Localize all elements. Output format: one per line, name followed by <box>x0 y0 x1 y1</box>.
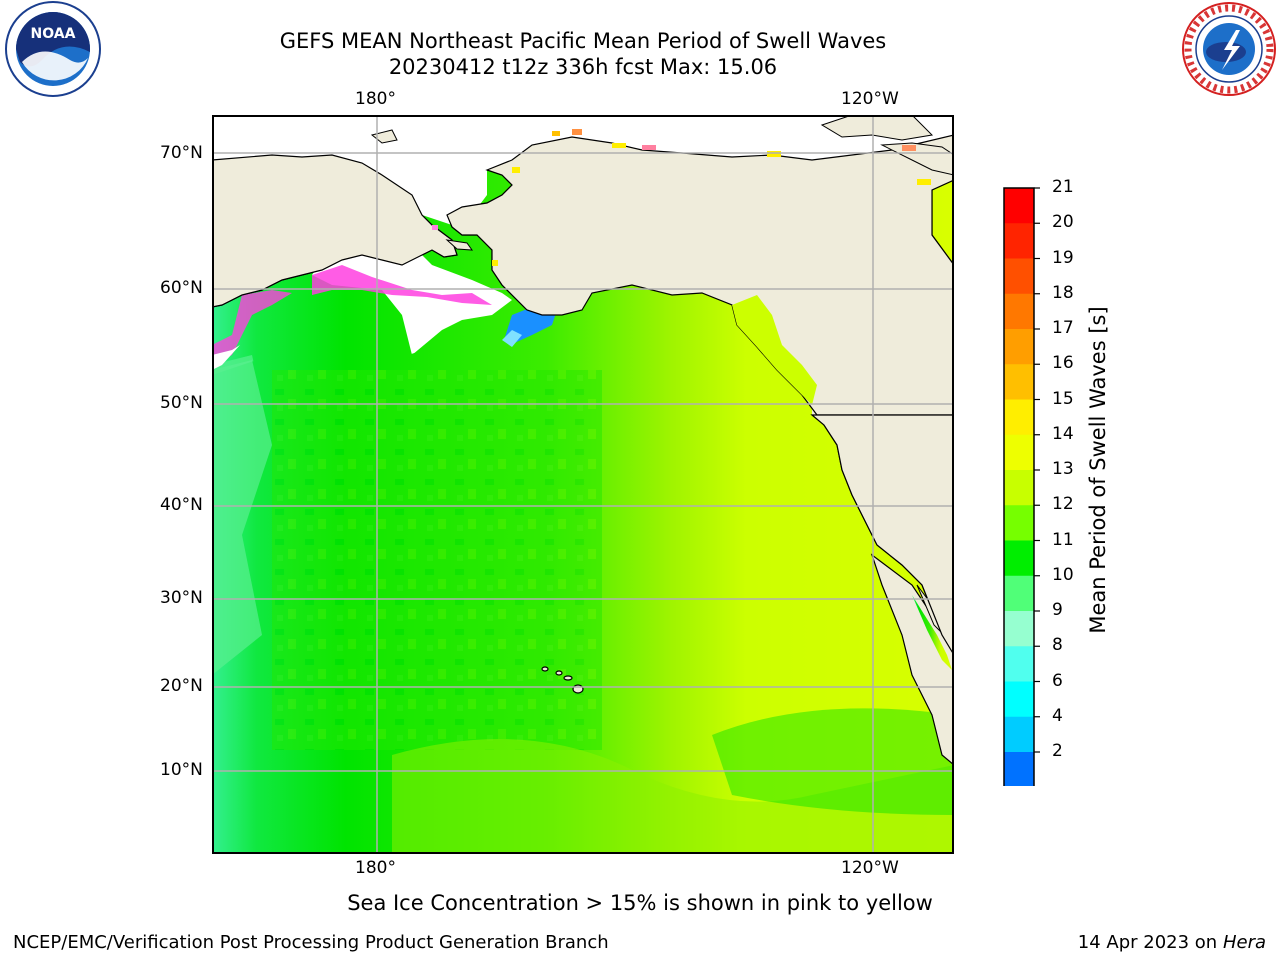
colorbar-segment <box>1004 470 1034 506</box>
colorbar-tick-label: 14 <box>1052 423 1074 444</box>
colorbar-segment <box>1004 540 1034 577</box>
colorbar-segment <box>1004 716 1034 753</box>
colorbar-segment <box>1004 752 1034 786</box>
colorbar-tick-label: 17 <box>1052 318 1074 338</box>
lon-tick-top-120w: 120°W <box>841 89 899 109</box>
gridlines <box>212 115 954 854</box>
colorbar-segment <box>1004 681 1034 718</box>
colorbar-tick-label: 12 <box>1052 494 1074 515</box>
colorbar-tick-label: 21 <box>1052 177 1074 197</box>
colorbar-tick-label: 16 <box>1052 353 1074 374</box>
colorbar-tick-label: 10 <box>1052 564 1074 585</box>
colorbar-segment <box>1004 364 1034 400</box>
colorbar-tick-label: 8 <box>1052 635 1063 656</box>
colorbar-frame <box>1003 187 1035 786</box>
colorbar-segment <box>1004 293 1034 330</box>
lon-tick-bottom-120w: 120°W <box>841 858 899 878</box>
lat-tick-10n: 10°N <box>160 760 203 780</box>
colorbar-segment <box>1004 258 1034 295</box>
sea-ice-edge <box>312 265 492 305</box>
colorbar-segment <box>1004 399 1034 436</box>
lat-tick-20n: 20°N <box>160 676 203 696</box>
footer-left: NCEP/EMC/Verification Post Processing Pr… <box>13 932 609 953</box>
colorbar-tick-label: 6 <box>1052 670 1063 691</box>
arctic-ocean <box>212 115 954 225</box>
lat-tick-30n: 30°N <box>160 588 203 608</box>
lat-tick-50n: 50°N <box>160 393 203 413</box>
colorbar-tick-label: 11 <box>1052 529 1074 550</box>
map-frame <box>212 115 954 854</box>
colorbar-segment <box>1004 505 1034 541</box>
colorbar-tick-label: 4 <box>1052 705 1063 726</box>
colorbar-segment <box>1004 646 1034 682</box>
colorbar-tick-label: 19 <box>1052 247 1074 268</box>
chart-title: GEFS MEAN Northeast Pacific Mean Period … <box>279 29 887 53</box>
colorbar <box>1003 187 1040 786</box>
chart-subtitle: 20230412 t12z 336h fcst Max: 15.06 <box>388 55 778 79</box>
colorbar-tick-label: 15 <box>1052 388 1074 409</box>
colorbar-tick-label: 9 <box>1052 600 1063 620</box>
colorbar-tick-label: 20 <box>1052 212 1074 233</box>
footer-machine: Hera <box>1222 932 1266 953</box>
footer-date: 14 Apr 2023 on <box>1077 932 1223 953</box>
colorbar-tick-label: 18 <box>1052 282 1074 303</box>
colorbar-tick-label: 13 <box>1052 459 1074 479</box>
colorbar-segment <box>1004 575 1034 612</box>
footer-right: 14 Apr 2023 on Hera <box>1078 932 1266 953</box>
nws-logo <box>1178 0 1280 100</box>
lat-tick-60n: 60°N <box>160 278 203 298</box>
colorbar-segment <box>1004 434 1034 471</box>
noaa-logo-text: NOAA <box>31 26 76 42</box>
lat-tick-70n: 70°N <box>160 143 203 163</box>
sea-ice-caption: Sea Ice Concentration > 15% is shown in … <box>347 891 933 915</box>
lon-tick-bottom-180: 180° <box>355 858 396 878</box>
colorbar-segment <box>1004 329 1034 365</box>
colorbar-segment <box>1004 188 1034 224</box>
colorbar-tick-label: 2 <box>1052 741 1063 761</box>
lon-tick-top-180: 180° <box>355 89 396 109</box>
noaa-logo: NOAA <box>2 0 104 100</box>
map-panel <box>212 115 954 854</box>
colorbar-label: Mean Period of Swell Waves [s] <box>1086 306 1110 634</box>
colorbar-segment <box>1004 223 1034 259</box>
lat-tick-40n: 40°N <box>160 495 203 515</box>
colorbar-segment <box>1004 611 1034 647</box>
